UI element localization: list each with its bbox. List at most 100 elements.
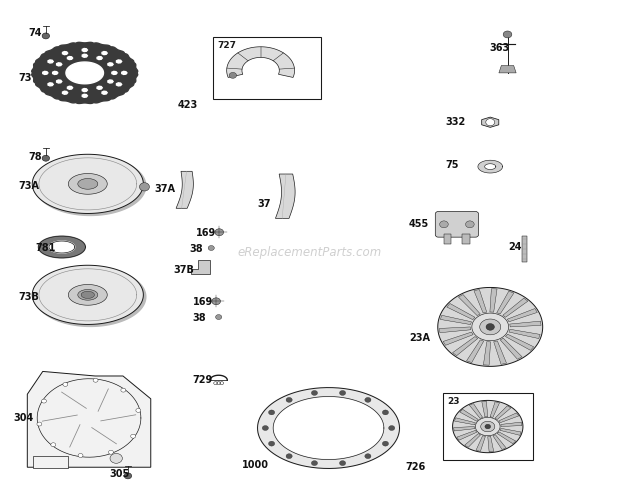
Polygon shape — [497, 291, 514, 314]
Text: 37B: 37B — [173, 265, 194, 275]
Circle shape — [108, 450, 113, 454]
Polygon shape — [192, 260, 210, 274]
Circle shape — [486, 323, 494, 330]
Circle shape — [383, 410, 389, 415]
Polygon shape — [108, 63, 113, 66]
Polygon shape — [112, 71, 117, 74]
Circle shape — [262, 426, 268, 431]
Text: 726: 726 — [405, 462, 426, 473]
Circle shape — [216, 314, 222, 319]
Circle shape — [42, 33, 50, 39]
Circle shape — [268, 410, 275, 415]
Text: eReplacementParts.com: eReplacementParts.com — [238, 247, 382, 259]
Polygon shape — [176, 171, 193, 208]
Polygon shape — [78, 179, 98, 189]
Circle shape — [389, 426, 395, 431]
Polygon shape — [499, 65, 516, 73]
Polygon shape — [495, 406, 511, 420]
Polygon shape — [35, 267, 146, 326]
Polygon shape — [467, 340, 484, 363]
Circle shape — [340, 390, 346, 395]
Polygon shape — [257, 387, 399, 468]
Polygon shape — [488, 436, 494, 452]
Polygon shape — [117, 83, 122, 86]
Circle shape — [121, 388, 126, 392]
Text: 729: 729 — [193, 375, 213, 385]
Polygon shape — [500, 338, 522, 359]
FancyBboxPatch shape — [435, 211, 479, 237]
Polygon shape — [510, 321, 541, 327]
Text: 75: 75 — [446, 160, 459, 170]
Polygon shape — [472, 313, 508, 341]
Circle shape — [383, 441, 389, 446]
Text: 363: 363 — [489, 43, 509, 53]
Polygon shape — [122, 71, 127, 74]
Polygon shape — [480, 421, 495, 432]
Polygon shape — [503, 298, 528, 317]
Polygon shape — [484, 342, 490, 365]
Polygon shape — [82, 94, 87, 97]
Polygon shape — [453, 337, 477, 356]
Polygon shape — [457, 431, 477, 440]
Circle shape — [37, 422, 42, 426]
Circle shape — [485, 424, 490, 429]
Bar — [463, 234, 470, 244]
Circle shape — [136, 408, 141, 412]
Circle shape — [503, 31, 512, 38]
Text: 24: 24 — [509, 242, 522, 252]
Polygon shape — [66, 62, 104, 84]
Text: 305: 305 — [109, 469, 130, 479]
Circle shape — [440, 221, 448, 228]
Polygon shape — [81, 291, 94, 299]
Polygon shape — [68, 57, 73, 60]
Circle shape — [311, 390, 317, 395]
Polygon shape — [494, 341, 507, 365]
Polygon shape — [447, 304, 475, 319]
Polygon shape — [78, 290, 98, 300]
Polygon shape — [68, 174, 107, 194]
Text: 727: 727 — [218, 41, 237, 50]
Circle shape — [466, 221, 474, 228]
Polygon shape — [476, 418, 500, 435]
Circle shape — [212, 298, 221, 305]
Polygon shape — [32, 42, 138, 104]
Polygon shape — [63, 52, 68, 55]
Polygon shape — [438, 288, 542, 367]
Polygon shape — [53, 71, 58, 74]
Polygon shape — [48, 83, 53, 86]
Polygon shape — [108, 80, 113, 83]
Polygon shape — [102, 52, 107, 55]
Polygon shape — [68, 86, 73, 89]
Polygon shape — [97, 57, 102, 60]
Polygon shape — [56, 80, 62, 83]
Polygon shape — [82, 49, 87, 52]
Polygon shape — [32, 154, 143, 213]
Polygon shape — [454, 418, 476, 425]
Circle shape — [63, 382, 68, 386]
Polygon shape — [476, 435, 485, 451]
Polygon shape — [48, 60, 53, 63]
Text: 304: 304 — [14, 413, 34, 423]
Text: 781: 781 — [35, 243, 56, 253]
Circle shape — [42, 399, 46, 403]
Polygon shape — [464, 434, 480, 447]
Polygon shape — [460, 409, 478, 421]
Polygon shape — [490, 289, 497, 312]
Polygon shape — [82, 89, 87, 92]
Text: 1000: 1000 — [242, 460, 269, 470]
Text: 73: 73 — [19, 73, 32, 83]
Polygon shape — [102, 91, 107, 94]
Circle shape — [215, 229, 224, 236]
Circle shape — [286, 454, 292, 459]
Polygon shape — [32, 265, 143, 324]
Circle shape — [268, 441, 275, 446]
Polygon shape — [482, 117, 498, 127]
Text: 78: 78 — [28, 152, 42, 162]
Polygon shape — [469, 404, 482, 419]
Circle shape — [124, 473, 131, 479]
Polygon shape — [82, 54, 87, 57]
Polygon shape — [490, 402, 500, 417]
Polygon shape — [68, 285, 107, 305]
Circle shape — [365, 454, 371, 459]
Text: 423: 423 — [177, 100, 198, 110]
